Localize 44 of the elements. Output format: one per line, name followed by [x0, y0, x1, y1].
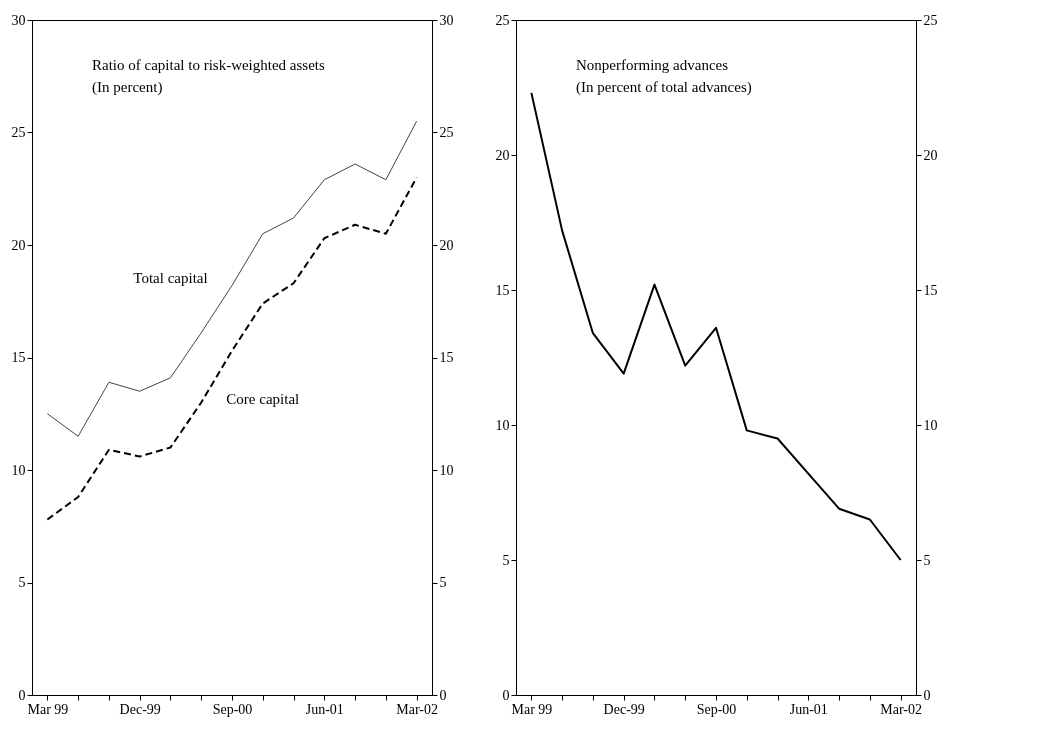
x-tick-label: Dec-99 [603, 701, 645, 717]
y2-tick-label: 30 [439, 12, 454, 28]
y2-tick-label: 20 [923, 147, 938, 163]
series-label: Total capital [133, 269, 208, 286]
text: (In percent of total advances) [576, 79, 752, 96]
y-tick-label: 10 [495, 417, 510, 433]
text: Nonperforming advances [576, 57, 729, 73]
text: Ratio of capital to risk-weighted assets [92, 57, 326, 73]
x-tick-label: Jun-01 [305, 701, 344, 717]
y2-tick-label: 25 [923, 12, 938, 28]
y2-tick-label: 5 [439, 575, 447, 590]
y2-tick-label: 5 [923, 552, 931, 568]
y-tick-label: 5 [18, 575, 26, 590]
y-tick-label: 25 [495, 12, 510, 28]
x-tick-label: Mar-02 [396, 701, 438, 717]
y-tick-label: 20 [495, 147, 510, 163]
x-tick-label: Sep-00 [212, 701, 253, 717]
y-tick-label: 0 [502, 687, 510, 703]
y-tick-label: 15 [495, 282, 510, 298]
x-tick-label: Jun-01 [789, 701, 828, 717]
y-tick-label: 25 [11, 125, 26, 140]
x-tick-label: Mar 99 [27, 701, 69, 717]
y-tick-label: 10 [11, 462, 26, 478]
x-tick-label: Dec-99 [119, 701, 161, 717]
y-tick-label: 30 [11, 12, 26, 28]
line-series [46, 176, 418, 521]
x-tick-label: Mar 99 [511, 701, 553, 717]
series-label: Core capital [226, 390, 300, 407]
y2-tick-label: 0 [923, 687, 931, 703]
y-tick-label: 5 [502, 552, 510, 568]
y2-tick-label: 15 [923, 282, 938, 298]
y2-tick-label: 0 [439, 687, 447, 703]
y2-tick-label: 20 [439, 237, 454, 253]
text: (In percent) [92, 79, 163, 96]
y2-tick-label: 15 [439, 350, 454, 365]
y-tick-label: 0 [18, 687, 26, 703]
y-tick-label: 15 [11, 350, 26, 365]
y2-tick-label: 10 [923, 417, 938, 433]
x-tick-label: Mar-02 [880, 701, 922, 717]
x-tick-label: Sep-00 [696, 701, 737, 717]
y2-tick-label: 25 [439, 125, 454, 140]
y-tick-label: 20 [11, 237, 26, 253]
y2-tick-label: 10 [439, 462, 454, 478]
line-series [46, 120, 418, 437]
